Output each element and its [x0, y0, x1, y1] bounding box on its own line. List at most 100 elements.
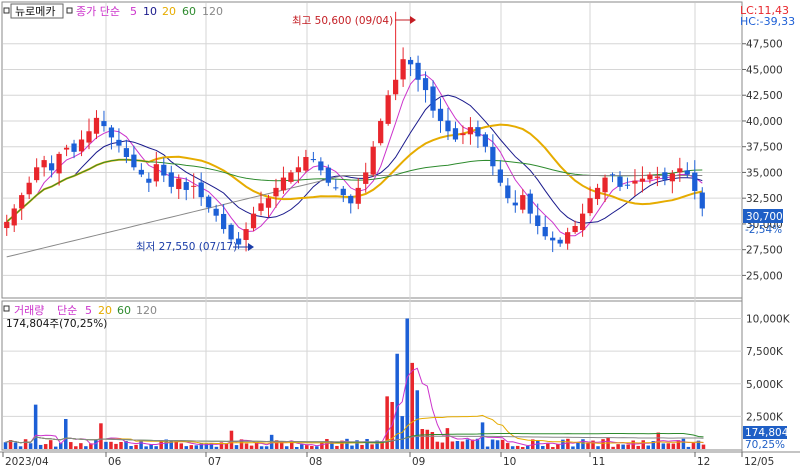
- candle-body: [198, 182, 204, 198]
- candle-body: [467, 127, 474, 135]
- volume-bar: [636, 445, 640, 449]
- volume-bar: [129, 446, 133, 449]
- volume-bar: [134, 444, 138, 449]
- current-volume-pct: 70,25%: [745, 439, 785, 451]
- candle-body: [482, 134, 488, 147]
- volume-bar: [109, 441, 113, 449]
- candle-body: [430, 86, 436, 111]
- x-tick-label: 2023/04: [5, 456, 49, 468]
- current-volume-box: [743, 426, 787, 439]
- volume-bar: [209, 443, 214, 449]
- volume-bar: [360, 444, 364, 449]
- volume-bar: [104, 441, 108, 449]
- volume-bar: [214, 446, 219, 449]
- candle-body: [265, 198, 272, 208]
- candle-body: [565, 232, 571, 244]
- volume-bar: [430, 432, 435, 449]
- volume-bar: [626, 444, 630, 449]
- volume-ma-period-5: 5: [85, 304, 92, 317]
- volume-bar: [696, 440, 701, 449]
- candle-body: [512, 202, 518, 206]
- volume-bar: [596, 446, 600, 449]
- volume-bar: [224, 443, 229, 449]
- hc-label: HC:-39,33: [740, 15, 795, 28]
- volume-bar: [119, 441, 123, 449]
- candle-body: [393, 79, 399, 95]
- volume-bar: [510, 446, 515, 449]
- volume-bar: [264, 446, 269, 449]
- candle-body: [654, 176, 661, 178]
- volume-bar: [300, 444, 304, 449]
- stock-name-box[interactable]: [10, 3, 64, 19]
- volume-bar: [350, 445, 354, 449]
- volume-bar: [485, 446, 490, 449]
- price-ma-10-line: [6, 94, 703, 224]
- volume-bar: [13, 442, 18, 449]
- volume-bar: [365, 438, 369, 449]
- volume-bar: [681, 438, 686, 449]
- legend-marker-2: [66, 7, 73, 14]
- volume-bar: [445, 428, 450, 449]
- volume-bar: [154, 446, 158, 449]
- candle-body: [86, 131, 92, 143]
- volume-bar: [3, 442, 8, 449]
- volume-bar: [370, 444, 374, 449]
- candle-body: [684, 170, 690, 175]
- volume-bar: [139, 440, 143, 449]
- price-tick-label: 37,500: [746, 142, 783, 154]
- volume-bar: [8, 440, 13, 449]
- x-tick-label: 11: [592, 456, 605, 468]
- volume-bar: [58, 442, 63, 449]
- price-tick-label: 32,500: [746, 193, 783, 205]
- volume-bar: [274, 440, 279, 449]
- volume-average-lines: [5, 367, 704, 447]
- candle-body: [131, 154, 137, 168]
- volume-bar: [525, 446, 530, 449]
- volume-bar: [164, 439, 168, 449]
- price-tick-label: 45,000: [746, 64, 783, 76]
- candle-body: [348, 195, 354, 204]
- volume-bar: [239, 439, 244, 449]
- volume-bar: [505, 443, 510, 449]
- low-annotation-text: 최저 27,550 (07/17): [136, 241, 237, 253]
- candle-body: [116, 139, 122, 146]
- candle-body: [153, 164, 159, 182]
- volume-bar: [330, 441, 334, 449]
- candle-body: [26, 182, 32, 195]
- volume-bar: [395, 353, 399, 449]
- volume-bar: [159, 440, 163, 449]
- volume-bar: [184, 446, 189, 449]
- ma-period-20: 20: [162, 5, 176, 18]
- candle-body: [318, 161, 324, 171]
- volume-bar: [571, 446, 575, 449]
- candle-body: [550, 237, 556, 241]
- volume-bar: [124, 441, 128, 449]
- current-price-value: 30,700: [746, 211, 783, 223]
- volume-panel: [1, 300, 743, 451]
- volume-bar: [294, 446, 299, 449]
- volume-bar: [586, 442, 590, 449]
- volume-bars: [3, 318, 706, 449]
- x-tick-label: 12/05: [744, 456, 774, 468]
- volume-bar: [149, 444, 153, 449]
- current-volume-value: 174,804: [745, 427, 789, 439]
- volume-bar: [435, 441, 440, 449]
- volume-ma-period-60: 60: [117, 304, 131, 317]
- volume-tick-label: 5,000K: [746, 379, 784, 391]
- candle-body: [669, 173, 675, 182]
- volume-bar: [249, 445, 254, 449]
- volume-bar: [199, 443, 204, 449]
- candle-body: [138, 169, 144, 175]
- candle-body: [422, 78, 429, 91]
- volume-bar: [470, 439, 475, 449]
- volume-bar: [566, 438, 570, 449]
- candle-body: [295, 167, 302, 173]
- candle-body: [572, 225, 578, 233]
- candle-body: [632, 180, 638, 184]
- candle-body: [452, 128, 459, 140]
- volume-bar: [425, 429, 430, 449]
- high-arrow-head: [410, 16, 416, 24]
- volume-bar: [279, 441, 284, 449]
- candle-body: [602, 177, 608, 193]
